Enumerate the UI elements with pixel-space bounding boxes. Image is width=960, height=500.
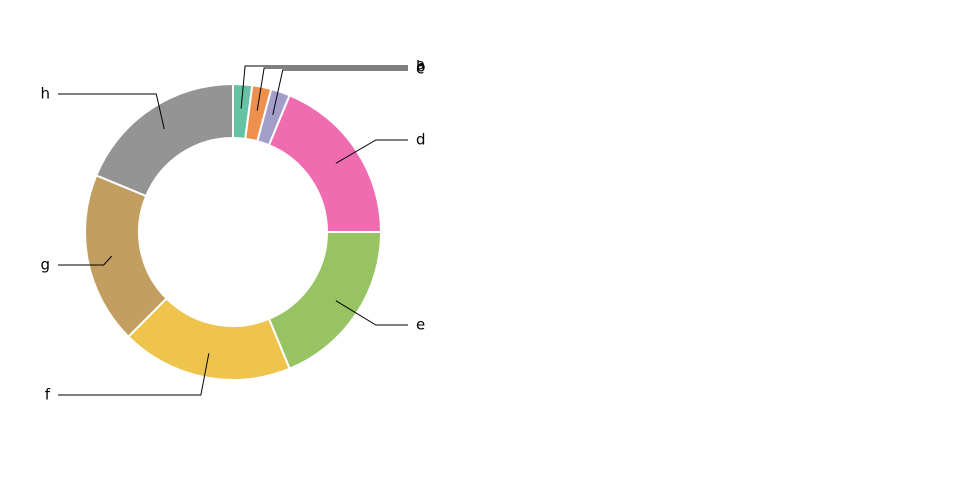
slice-e: [267, 231, 383, 371]
slice-label-h: h: [40, 85, 50, 103]
slice-label-g: g: [40, 256, 50, 274]
leader-line-d: [335, 139, 408, 164]
slice-label-e: e: [416, 316, 425, 334]
leader-line-c: [272, 69, 408, 115]
slice-label-c: c: [416, 60, 424, 78]
slice-label-f: f: [45, 386, 51, 404]
slice-d: [267, 93, 383, 233]
slice-label-d: d: [416, 131, 426, 149]
leader-line-a: [240, 65, 408, 109]
leader-line-h: [58, 93, 165, 130]
leader-line-b: [256, 67, 408, 111]
leader-line-f: [58, 353, 210, 396]
leader-line-g: [58, 255, 113, 266]
slice-labels: abc d e f g h: [40, 56, 425, 404]
slice-label-b: b: [416, 58, 426, 76]
slices: [84, 82, 383, 381]
leader-line-e: [335, 300, 408, 326]
slice-h: [94, 82, 234, 198]
slice-label-a: a: [416, 56, 425, 74]
